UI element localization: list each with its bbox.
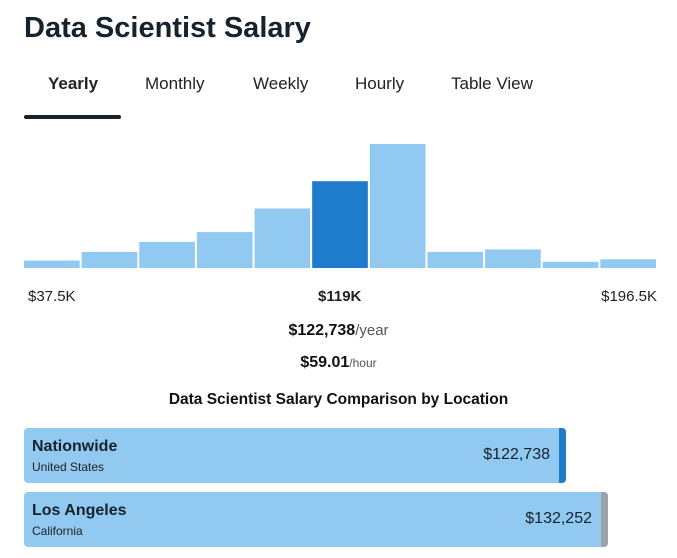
location-subtitle: United States <box>32 460 105 474</box>
hourly-pay-unit: /hour <box>349 356 377 370</box>
location-bar-nationwide[interactable]: Nationwide United States $122,738 <box>24 428 566 483</box>
histogram-bar <box>427 251 484 268</box>
active-tab-indicator <box>24 115 121 119</box>
location-salary: $132,252 <box>525 510 592 527</box>
hourly-pay: $59.01/hour <box>0 354 677 372</box>
salary-histogram <box>24 144 656 268</box>
pay-period-tabs: Yearly Monthly Weekly Hourly Table View <box>24 60 654 122</box>
tab-yearly[interactable]: Yearly <box>48 74 99 93</box>
histogram-bar <box>196 232 253 268</box>
yearly-pay-unit: /year <box>355 322 389 339</box>
histogram-bar <box>600 259 656 268</box>
tab-table-view[interactable]: Table View <box>451 74 533 93</box>
location-name: Los Angeles <box>32 502 127 519</box>
histogram-bar <box>81 251 138 268</box>
yearly-pay: $122,738/year <box>0 322 677 340</box>
tab-weekly[interactable]: Weekly <box>253 74 309 93</box>
histogram-bar-median <box>312 181 368 268</box>
histogram-bar <box>542 261 599 268</box>
location-name: Nationwide <box>32 438 118 455</box>
page-title: Data Scientist Salary <box>24 12 311 44</box>
axis-label-median: $119K <box>318 288 362 305</box>
location-salary: $122,738 <box>483 446 550 463</box>
axis-label-max: $196.5K <box>601 288 657 305</box>
tab-hourly[interactable]: Hourly <box>355 74 405 93</box>
hourly-pay-amount: $59.01 <box>300 354 350 371</box>
comparison-title: Data Scientist Salary Comparison by Loca… <box>168 391 509 408</box>
location-bar-los-angeles[interactable]: Los Angeles California $132,252 <box>24 492 608 547</box>
yearly-pay-amount: $122,738 <box>288 322 356 339</box>
location-bar-accent <box>559 428 566 483</box>
histogram-bar <box>369 144 426 268</box>
tab-monthly[interactable]: Monthly <box>145 74 205 93</box>
histogram-bar <box>485 249 541 268</box>
histogram-bar <box>139 241 195 268</box>
axis-label-min: $37.5K <box>28 288 76 305</box>
location-bar-accent <box>601 492 608 547</box>
histogram-bar <box>24 260 80 268</box>
histogram-bar <box>254 208 311 268</box>
location-subtitle: California <box>32 524 83 538</box>
